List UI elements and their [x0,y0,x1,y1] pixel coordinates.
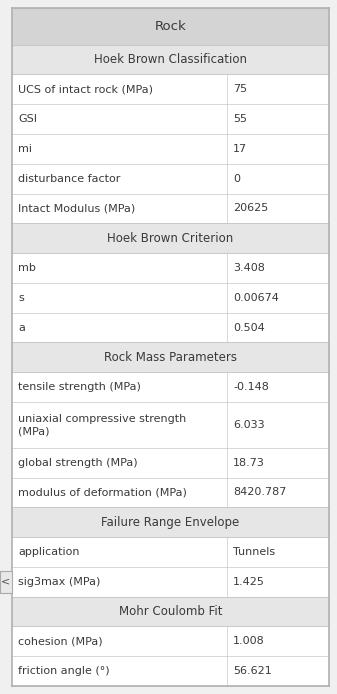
Text: 0.504: 0.504 [233,323,265,332]
Text: tensile strength (MPa): tensile strength (MPa) [18,382,141,392]
Text: 17: 17 [233,144,247,154]
Text: application: application [18,547,80,557]
Text: Hoek Brown Classification: Hoek Brown Classification [94,53,247,66]
Bar [12,657,329,686]
Text: cohesion (MPa): cohesion (MPa) [18,636,103,646]
Text: 56.621: 56.621 [233,666,272,676]
Text: 0: 0 [233,174,240,184]
Text: UCS of intact rock (MPa): UCS of intact rock (MPa) [18,84,153,94]
Bar [12,104,329,134]
Text: -0.148: -0.148 [233,382,269,392]
Text: Tunnels: Tunnels [233,547,275,557]
Text: mi: mi [18,144,32,154]
Text: 3.408: 3.408 [233,263,265,273]
Bar [12,537,329,567]
Text: modulus of deformation (MPa): modulus of deformation (MPa) [18,487,187,498]
Bar [12,342,329,372]
Text: s: s [18,293,24,303]
Text: Rock Mass Parameters: Rock Mass Parameters [104,350,237,364]
Text: Intact Modulus (MPa): Intact Modulus (MPa) [18,203,135,214]
Bar [12,597,329,627]
Bar [12,194,329,223]
Text: Mohr Coulomb Fit: Mohr Coulomb Fit [119,605,222,618]
Text: 1.425: 1.425 [233,577,265,587]
Text: 18.73: 18.73 [233,457,265,468]
Text: Rock: Rock [155,20,186,33]
Bar [12,477,329,507]
Text: sig3max (MPa): sig3max (MPa) [18,577,100,587]
Text: a: a [18,323,25,332]
Bar [12,312,329,342]
Text: 20625: 20625 [233,203,268,214]
Bar [12,74,329,104]
Text: 6.033: 6.033 [233,420,265,430]
Bar [12,567,329,597]
Text: 8420.787: 8420.787 [233,487,286,498]
Bar [0,570,12,593]
Bar [12,134,329,164]
Text: <: < [1,577,11,587]
Bar [0,570,12,593]
Text: 75: 75 [233,84,247,94]
Bar [12,448,329,477]
Bar [12,223,329,253]
Bar [12,507,329,537]
Bar [12,283,329,312]
Text: 0.00674: 0.00674 [233,293,279,303]
Bar [12,44,329,74]
Text: friction angle (°): friction angle (°) [18,666,110,676]
Bar [12,253,329,283]
Bar [12,402,329,448]
Bar [12,164,329,194]
Bar [12,627,329,657]
Text: disturbance factor: disturbance factor [18,174,120,184]
Text: mb: mb [18,263,36,273]
Text: Hoek Brown Criterion: Hoek Brown Criterion [108,232,234,245]
Text: 1.008: 1.008 [233,636,265,646]
Text: 55: 55 [233,114,247,124]
Text: global strength (MPa): global strength (MPa) [18,457,137,468]
Text: GSI: GSI [18,114,37,124]
Bar [12,8,329,44]
Text: uniaxial compressive strength
(MPa): uniaxial compressive strength (MPa) [18,414,186,436]
Text: Failure Range Envelope: Failure Range Envelope [101,516,240,529]
Bar [12,372,329,402]
